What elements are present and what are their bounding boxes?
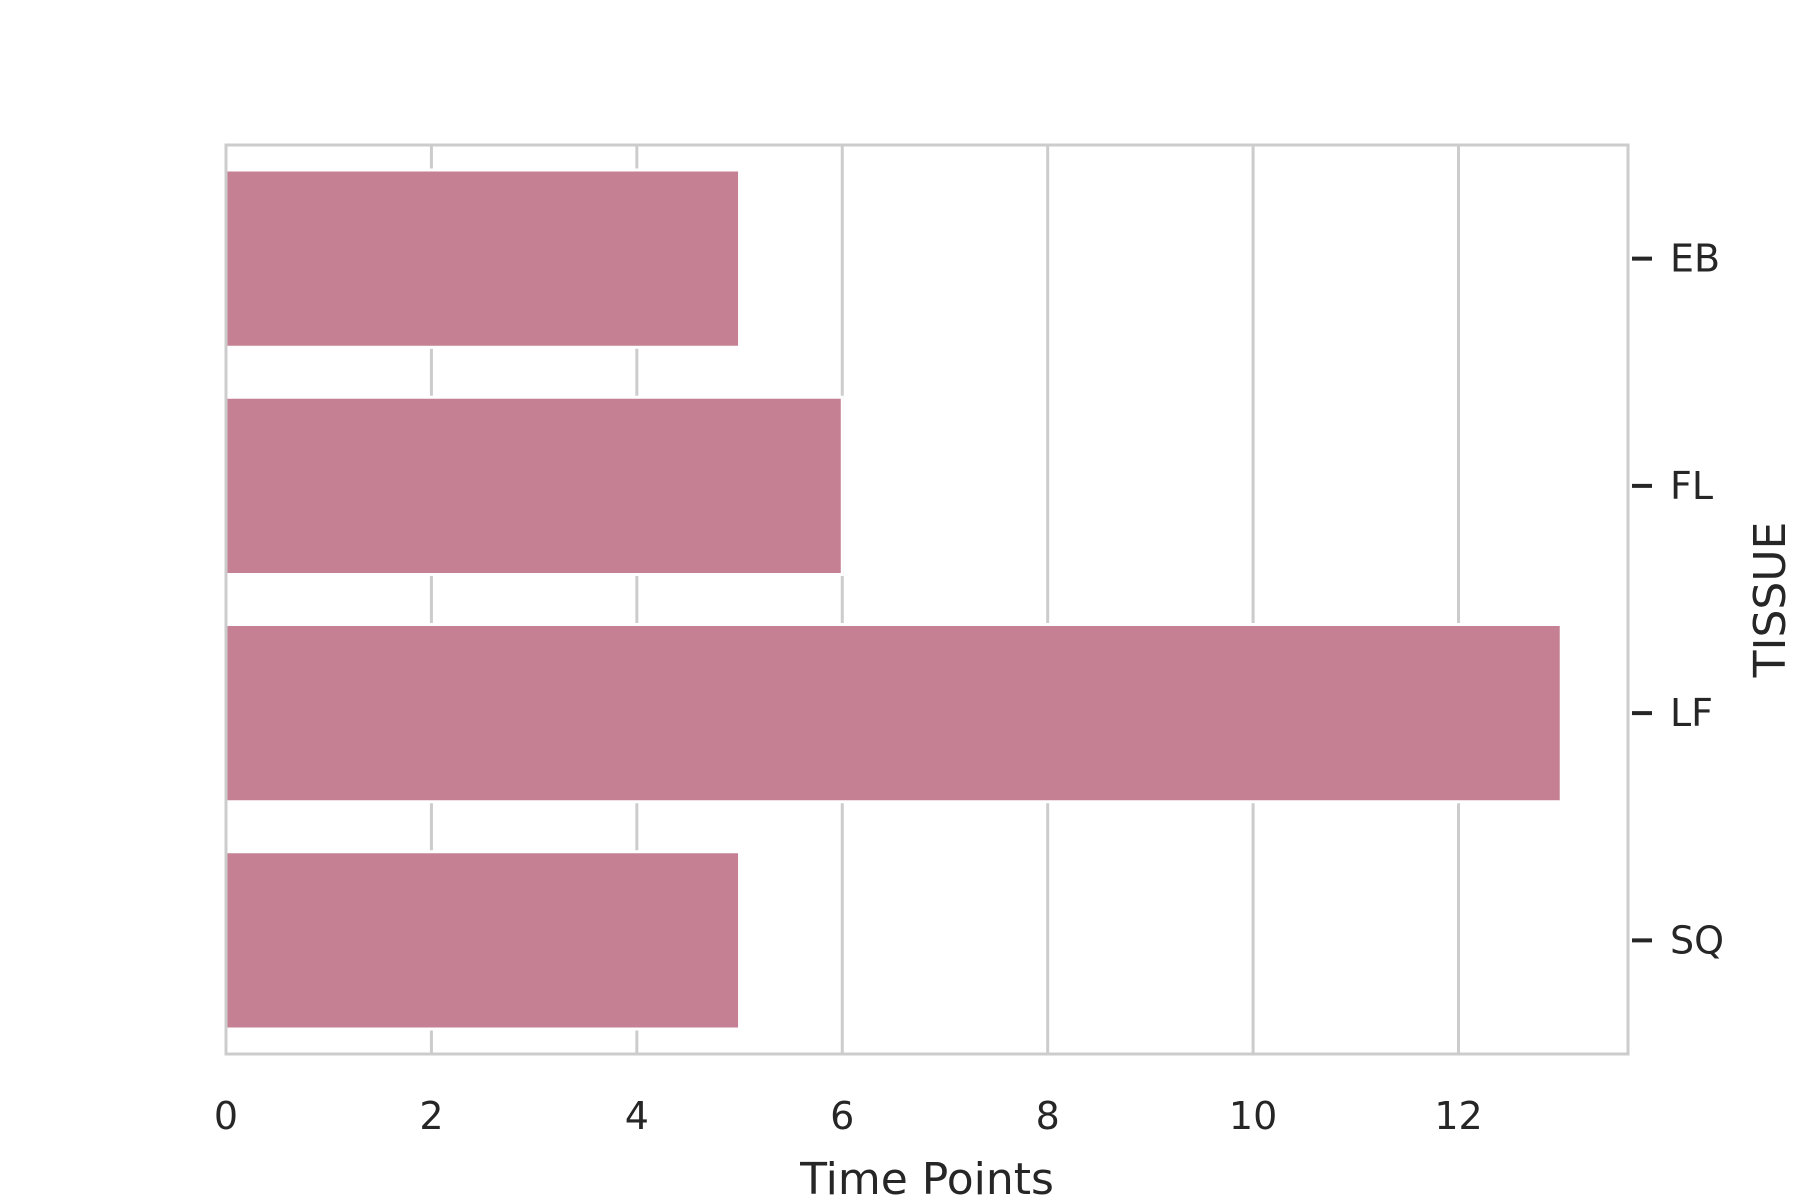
y-tick-label-sq: SQ	[1670, 918, 1724, 962]
bar-lf	[224, 622, 1563, 804]
bars	[224, 168, 1563, 1031]
x-tick-label: 4	[625, 1094, 649, 1138]
x-tick-label: 6	[830, 1094, 854, 1138]
x-tick-label: 12	[1434, 1094, 1482, 1138]
y-tick-label-fl: FL	[1670, 464, 1713, 508]
x-tick-label: 10	[1229, 1094, 1277, 1138]
bar-sq	[224, 850, 742, 1031]
x-tick-label: 2	[419, 1094, 443, 1138]
y-tick-label-lf: LF	[1670, 691, 1713, 735]
x-axis-label: Time Points	[799, 1154, 1054, 1200]
bar-eb	[224, 168, 742, 349]
bar-fl	[224, 395, 844, 577]
x-tick-label: 8	[1036, 1094, 1060, 1138]
plot-frame	[224, 143, 1630, 1056]
x-tick-label: 0	[214, 1094, 238, 1138]
x-tick-labels: 0 2 4 6 8 10 12	[214, 1094, 1483, 1138]
y-axis-label: TISSUE	[1745, 522, 1796, 679]
y-tick-label-eb: EB	[1670, 237, 1720, 281]
y-tick-marks: EB FL LF SQ	[1632, 237, 1724, 962]
